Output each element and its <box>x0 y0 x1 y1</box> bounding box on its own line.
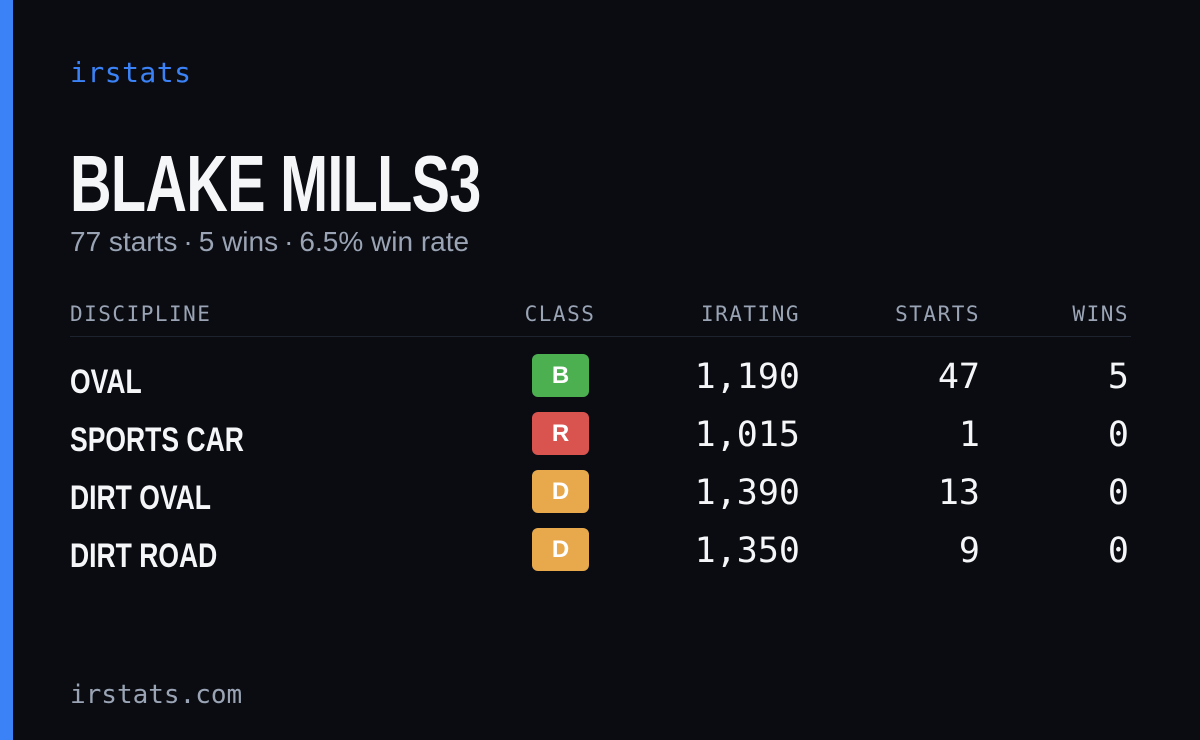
accent-bar <box>0 0 13 740</box>
header-irating: IRATING <box>700 302 800 326</box>
class-badge: R <box>532 412 589 455</box>
irating-value: 1,190 <box>694 357 800 397</box>
brand-logo: irstats <box>70 56 192 89</box>
table-body: OVAL B 1,190 47 5 SPORTS CAR R 1,015 1 0… <box>70 353 1131 585</box>
discipline-table: DISCIPLINE CLASS IRATING STARTS WINS OVA… <box>70 296 1131 575</box>
summary-separator: · <box>284 226 294 257</box>
discipline-name: DIRT OVAL <box>70 479 211 517</box>
discipline-name: SPORTS CAR <box>70 421 244 459</box>
starts-value: 1 <box>958 415 980 455</box>
starts-value: 47 <box>937 357 980 397</box>
driver-summary: 77 starts · 5 wins · 6.5% win rate <box>70 226 469 258</box>
header-wins: WINS <box>1072 302 1129 326</box>
table-header-row: DISCIPLINE CLASS IRATING STARTS WINS <box>70 296 1131 337</box>
class-badge: D <box>532 528 589 571</box>
table-row: OVAL B 1,190 47 5 <box>70 353 1131 411</box>
starts-value: 9 <box>958 531 980 571</box>
driver-name: BLAKE MILLS3 <box>70 139 481 228</box>
footer-url: irstats.com <box>70 680 243 710</box>
summary-starts: 77 starts <box>70 226 178 257</box>
header-starts: STARTS <box>895 302 980 326</box>
class-badge: B <box>532 354 589 397</box>
irating-value: 1,390 <box>694 473 800 513</box>
class-badge: D <box>532 470 589 513</box>
wins-value: 5 <box>1107 357 1129 397</box>
wins-value: 0 <box>1107 473 1129 513</box>
wins-value: 0 <box>1107 531 1129 571</box>
wins-value: 0 <box>1107 415 1129 455</box>
table-row: DIRT ROAD D 1,350 9 0 <box>70 527 1131 585</box>
summary-wins: 5 wins <box>198 226 279 257</box>
irating-value: 1,015 <box>694 415 800 455</box>
header-class: CLASS <box>524 302 596 326</box>
discipline-name: OVAL <box>70 363 142 401</box>
summary-separator: · <box>183 226 193 257</box>
starts-value: 13 <box>937 473 980 513</box>
discipline-name: DIRT ROAD <box>70 537 218 575</box>
irating-value: 1,350 <box>694 531 800 571</box>
summary-win-rate: 6.5% win rate <box>299 226 470 257</box>
table-row: DIRT OVAL D 1,390 13 0 <box>70 469 1131 527</box>
table-row: SPORTS CAR R 1,015 1 0 <box>70 411 1131 469</box>
header-discipline: DISCIPLINE <box>70 302 212 326</box>
